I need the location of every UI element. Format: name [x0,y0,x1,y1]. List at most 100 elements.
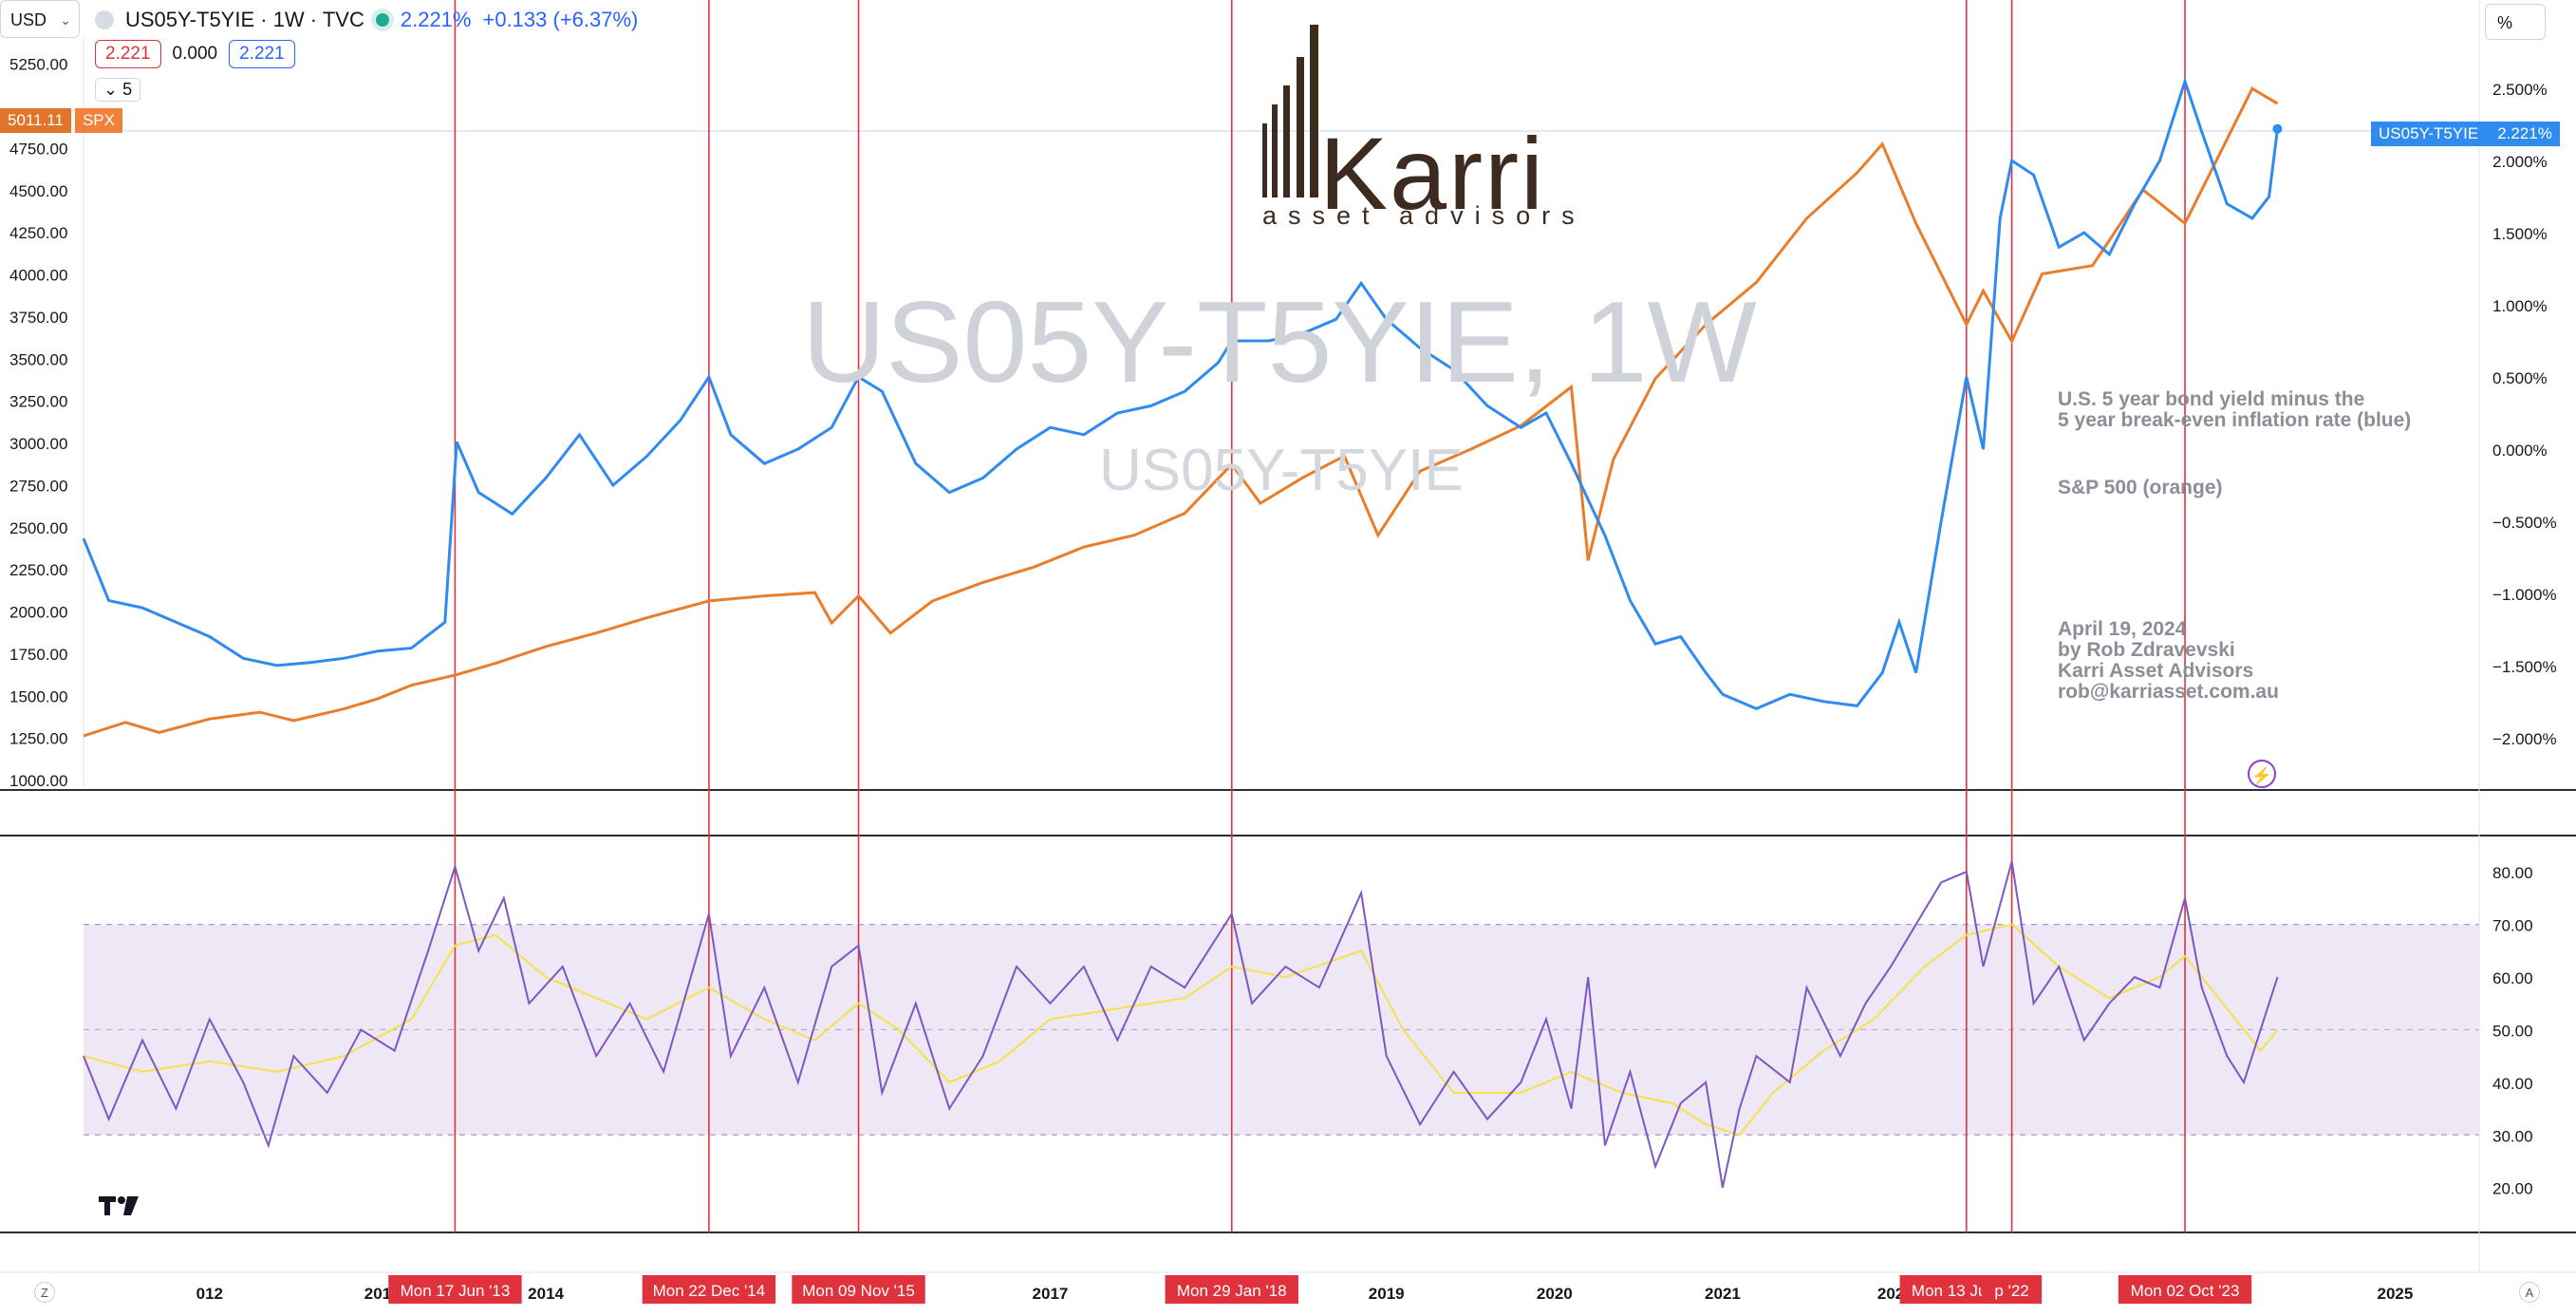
rsi-axis-tick: 60.00 [2492,969,2533,987]
logo-wordmark: Karri [1319,116,1546,231]
marker-date-label: p '22 [1994,1282,2028,1300]
left-axis-tick: 4750.00 [9,140,67,158]
logo-mark [1262,25,1318,197]
marker-date-labels: Mon 17 Jun '13 Mon 22 Dec '14 Mon 09 Nov '… [388,1275,2252,1304]
watermark-symbol: US05Y-T5YIE [1099,438,1464,503]
time-axis-label: 012 [196,1285,223,1303]
lightning-icon[interactable]: ⚡ [2248,760,2276,788]
time-axis-label: 2017 [1033,1285,1069,1303]
time-axis-label: 2019 [1369,1285,1405,1303]
note-author: by Rob Zdravevski [2058,639,2235,661]
note-yield: U.S. 5 year bond yield minus the 5 year … [2058,389,2411,431]
right-axis-tick: 1.000% [2492,297,2548,315]
right-axis-tick: −1.000% [2492,586,2557,604]
marker-date-label: Mon 29 Jan '18 [1177,1282,1287,1300]
chevron-down-icon: ⌄ [103,80,119,99]
left-axis-tick: 2750.00 [9,477,67,495]
time-axis: 0122012014201720182019202020212022025 [196,1285,2414,1303]
note-date: April 19, 2024 [2058,618,2187,640]
left-axis-tick: 2500.00 [9,519,67,537]
marker-date-label: Mon 09 Nov '15 [802,1282,915,1300]
marker-lines [454,0,2186,1232]
time-axis-label: 2014 [528,1285,564,1303]
symbol-title: US05Y-T5YIE · 1W · TVC [125,8,364,31]
left-axis-tick: 5250.00 [9,56,67,74]
note-yield-line2: 5 year break-even inflation rate (blue) [2058,409,2412,431]
time-axis-label: 2021 [1705,1285,1741,1303]
right-percent-axis: 2.500% 2.000% 1.500% 1.000% 0.500% 0.000% −0.5… [2492,81,2557,748]
left-axis-tick: 3750.00 [9,309,67,327]
rsi-axis-tick: 70.00 [2492,917,2533,935]
time-axis-label: 2020 [1537,1285,1573,1303]
marker-date-label: Mon 02 Oct '23 [2131,1282,2240,1300]
right-axis-tick: 1.500% [2492,225,2548,243]
right-axis-tick: −2.000% [2492,730,2557,748]
left-axis-tick: 4500.00 [9,182,67,200]
right-axis-tick: −1.500% [2492,658,2557,676]
left-axis-tick: 3000.00 [9,435,67,453]
currency-select[interactable]: USD ⌄ [0,0,80,38]
left-axis-tick: 1500.00 [9,687,67,705]
symbol-change: +0.133 (+6.37%) [482,8,639,31]
left-price-axis: 5250.00 4750.00 4500.00 4250.00 4000.00 3750.… [9,56,67,790]
spx-line [83,86,2279,738]
rsi-axis-tick: 80.00 [2492,864,2533,882]
note-company: Karri Asset Advisors [2058,660,2254,682]
time-axis-label: 201 [364,1285,391,1303]
spx-price-badge: 5011.11 SPX [0,108,122,133]
rsi-line [83,860,2279,1188]
right-axis-tick: −0.500% [2492,514,2557,532]
note-email: rob@karriasset.com.au [2058,681,2279,703]
spx-symbol: SPX [74,108,122,133]
marker-date-label: Mon 17 Jun '13 [401,1282,511,1300]
note-credit: April 19, 2024 by Rob Zdravevski Karri A… [2058,619,2279,703]
right-axis-tick: 2.000% [2492,153,2548,171]
right-axis-tick: 2.500% [2492,81,2548,99]
value-red: 2.221 [95,40,161,68]
rsi-axis: 80.00 70.00 60.00 50.00 40.00 30.00 20.00 [2492,864,2533,1197]
legend-values: 2.221 0.000 2.221 [95,40,295,68]
indicators-toggle-button[interactable]: ⌄ 5 [95,78,141,102]
marker-date-label: Mon 22 Dec '14 [653,1282,766,1300]
left-axis-tick: 4250.00 [9,224,67,242]
logo-subtitle: asset advisors [1262,201,1586,230]
symbol-legend[interactable]: US05Y-T5YIE · 1W · TVC 2.221% +0.133 (+6… [95,6,638,34]
time-axis-label: 2025 [2378,1285,2414,1303]
left-axis-tick: 1000.00 [9,772,67,790]
left-axis-tick: 1750.00 [9,646,67,664]
left-axis-tick: 3500.00 [9,350,67,368]
marker-date-badge [1165,1275,1298,1304]
left-axis-tick: 4000.00 [9,267,67,285]
watermark-title: US05Y-T5YIE, 1W [802,277,1757,406]
tradingview-logo-icon[interactable] [99,1194,139,1217]
last-value-badge: US05Y-T5YIE 2.221% [2371,122,2560,146]
auto-scale-button[interactable]: A [2519,1282,2540,1303]
indicator-count: 5 [122,80,133,99]
marker-date-badge [388,1275,522,1304]
log-scale-button[interactable]: Z [34,1282,55,1303]
symbol-price: 2.221% [400,8,472,31]
last-value-dot [2272,123,2283,134]
left-axis-tick: 2250.00 [9,561,67,579]
marker-date-badge [642,1275,776,1304]
currency-label: USD [10,10,47,29]
marker-date-badge [2118,1275,2252,1304]
note-yield-line1: U.S. 5 year bond yield minus the [2058,388,2365,410]
left-axis-tick: 3250.00 [9,393,67,411]
left-axis-tick: 1250.00 [9,730,67,748]
rsi-axis-tick: 40.00 [2492,1075,2533,1093]
value-mid: 0.000 [172,44,218,64]
right-axis-tick: 0.500% [2492,369,2548,387]
symbol-logo-icon [95,10,114,29]
spx-value: 5011.11 [0,108,71,133]
scale-mode-button[interactable]: % [2485,4,2546,40]
last-badge-symbol: US05Y-T5YIE [2379,124,2479,142]
rsi-ma-line [83,923,2279,1137]
marker-date-badge [792,1275,925,1304]
rsi-axis-tick: 20.00 [2492,1180,2533,1198]
time-axis-label: 202 [1877,1285,1904,1303]
rsi-axis-tick: 30.00 [2492,1127,2533,1145]
right-axis-tick: 0.000% [2492,442,2548,460]
rsi-axis-tick: 50.00 [2492,1022,2533,1040]
